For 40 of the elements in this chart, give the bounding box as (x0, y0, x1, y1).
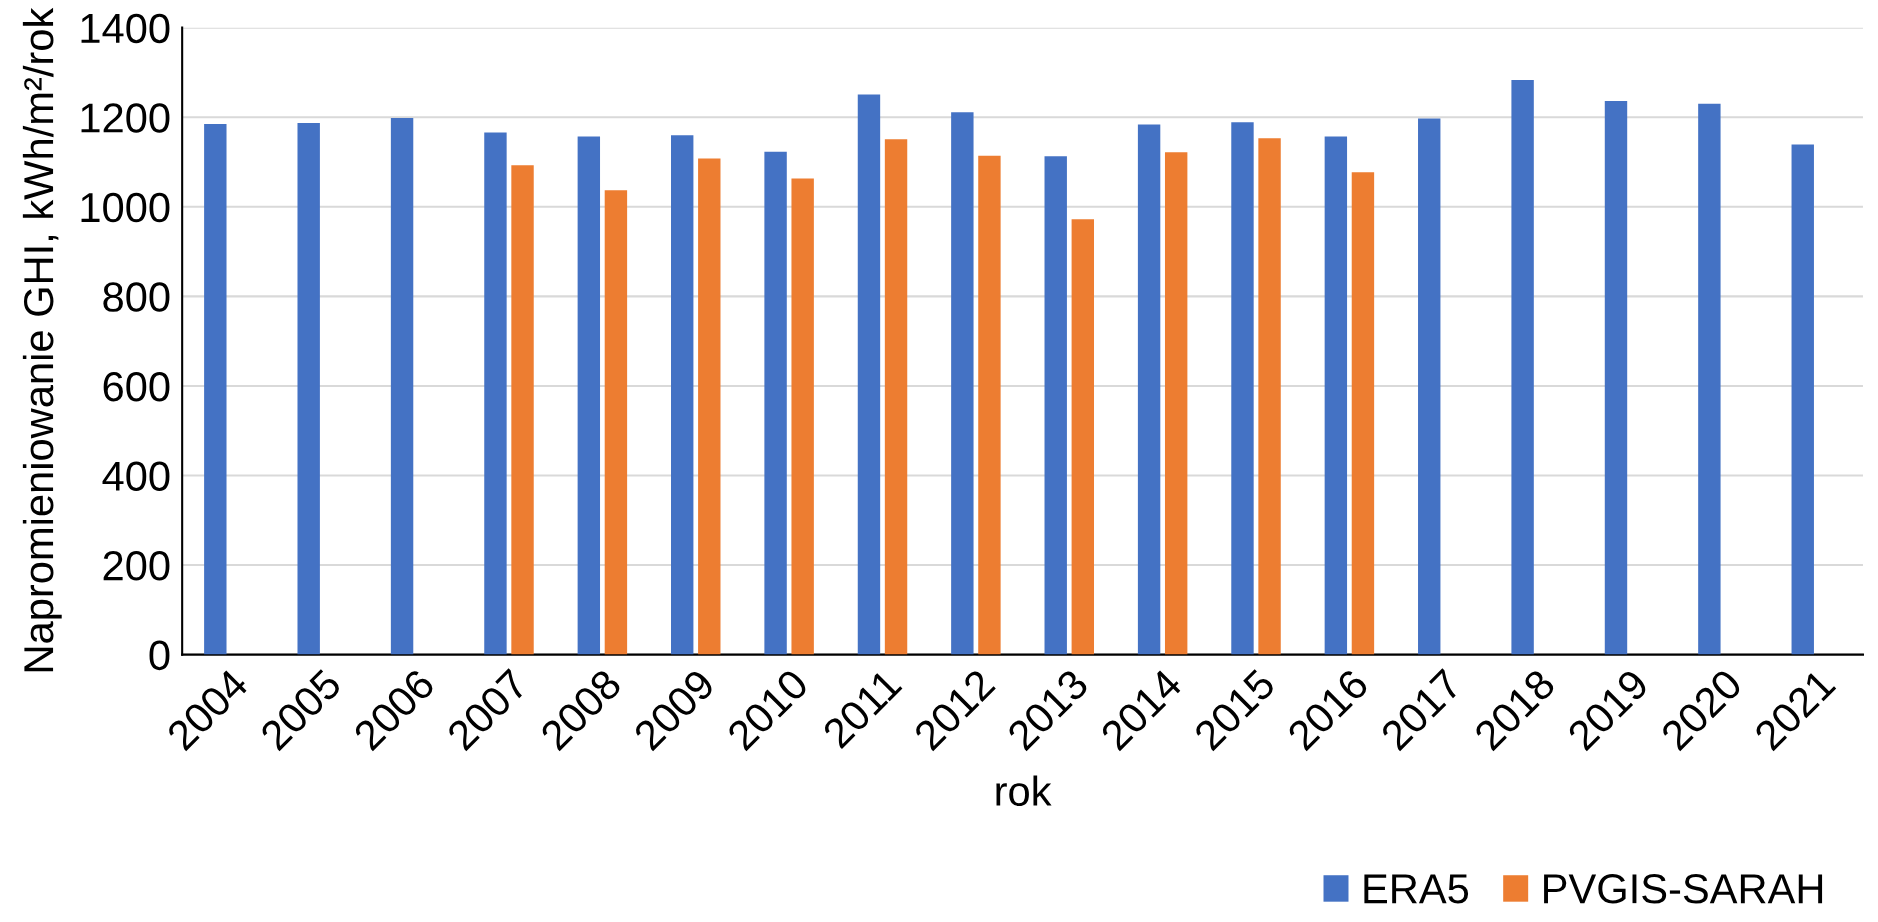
bar (511, 165, 534, 655)
bar (1511, 80, 1534, 655)
bar (484, 132, 507, 655)
y-tick-label: 800 (103, 282, 170, 312)
bar (577, 136, 601, 655)
y-tick-label: 0 (149, 640, 170, 671)
bar (1258, 138, 1281, 655)
bar (1231, 122, 1254, 655)
legend-label: ERA5 (1364, 874, 1469, 904)
x-axis-title: rok (996, 775, 1052, 806)
legend-label: PVGIS-SARAH (1544, 874, 1823, 904)
bar (204, 123, 227, 655)
bar (1137, 124, 1161, 655)
bar (1071, 219, 1095, 655)
bar (1698, 103, 1721, 655)
bar (671, 135, 694, 655)
bar (604, 190, 628, 655)
bar (764, 151, 787, 655)
bar (1044, 156, 1067, 655)
bar (884, 139, 908, 655)
bar (1418, 118, 1441, 655)
y-axis-title: Napromieniowanie GHI, kWh/m²/rok (22, 7, 62, 672)
y-tick-label: 1200 (81, 103, 170, 133)
bar (791, 178, 814, 655)
bar (1351, 172, 1375, 655)
bar (698, 158, 721, 655)
bar (1324, 136, 1348, 655)
bar (951, 112, 974, 655)
y-tick-label: 1000 (81, 192, 170, 223)
y-tick-label: 1400 (81, 13, 170, 44)
y-tick-label: 400 (102, 461, 170, 491)
y-tick-label: 600 (103, 371, 170, 402)
bar (1164, 152, 1188, 655)
bar (297, 123, 320, 655)
bar (857, 94, 881, 655)
bar (978, 155, 1001, 655)
y-tick-label: 200 (103, 551, 170, 581)
bar (1791, 144, 1814, 655)
bar (390, 118, 414, 655)
bar (1604, 101, 1628, 655)
